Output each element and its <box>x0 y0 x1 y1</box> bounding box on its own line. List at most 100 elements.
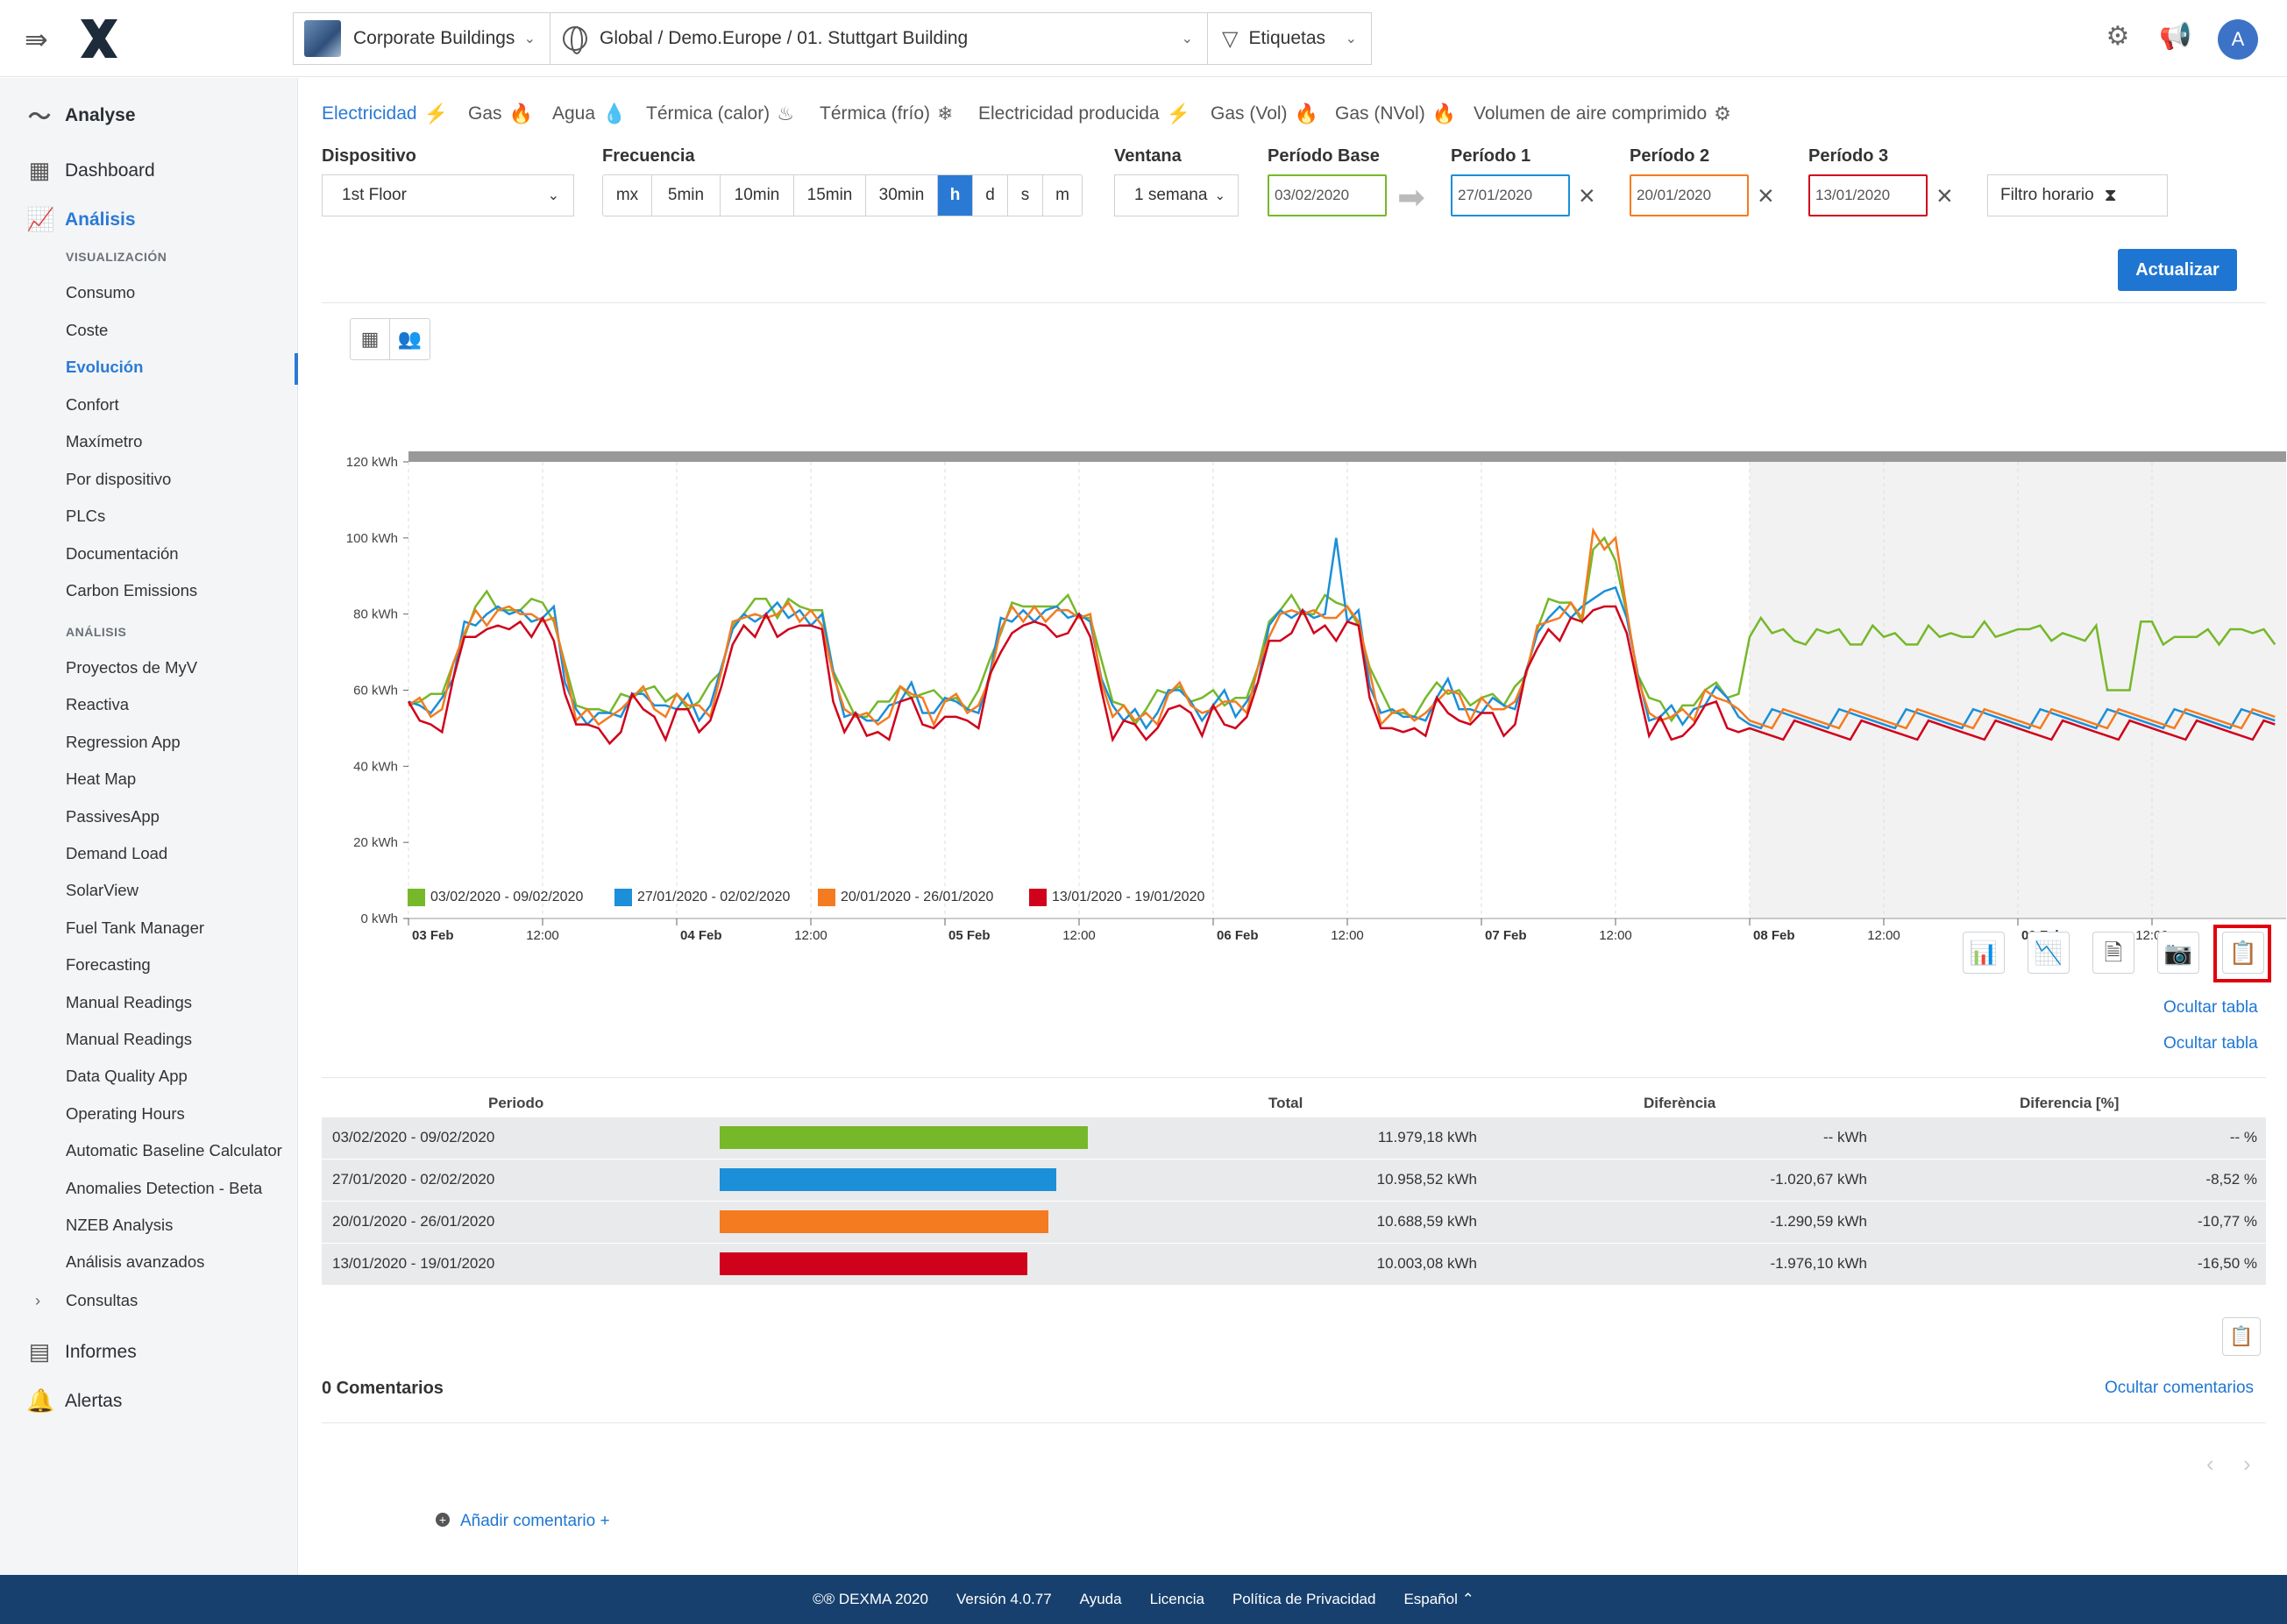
export-document-icon[interactable]: 🗎 <box>2092 932 2134 974</box>
sidebar-dashboard[interactable]: ▦ Dashboard <box>26 157 155 184</box>
sidebar-item[interactable]: Anomalies Detection - Beta <box>66 1178 263 1197</box>
window-select[interactable]: 1 semana ⌄ <box>1114 174 1239 216</box>
sidebar-item[interactable]: Heat Map <box>66 769 137 789</box>
license-link[interactable]: Licencia <box>1149 1591 1204 1607</box>
diff-cell: -1.020,67 kWh <box>1770 1171 1867 1188</box>
energy-tab[interactable]: Electricidad ⚡ <box>322 103 448 125</box>
grid-view-icon[interactable]: ▦ <box>351 319 391 359</box>
energy-tab[interactable]: Agua 💧 <box>552 103 626 125</box>
sidebar-consultas[interactable]: Consultas <box>66 1291 138 1309</box>
help-link[interactable]: Ayuda <box>1079 1591 1122 1607</box>
energy-tab[interactable]: Térmica (frío) ❄ <box>820 103 953 125</box>
hide-table-link-2[interactable]: Ocultar tabla <box>2163 1034 2258 1053</box>
sidebar-item[interactable]: Forecasting <box>66 955 151 975</box>
freq-option[interactable]: 30min <box>866 175 938 216</box>
sidebar-item[interactable]: Proyectos de MyV <box>66 658 198 677</box>
energy-tab[interactable]: Electricidad producida ⚡ <box>978 103 1190 125</box>
device-value: 1st Floor <box>342 186 407 204</box>
camera-icon[interactable]: 📷 <box>2157 932 2199 974</box>
sidebar-item[interactable]: Regression App <box>66 732 181 751</box>
line-chart-icon[interactable]: 📉 <box>2028 932 2070 974</box>
location-selector[interactable]: Global / Demo.Europe / 01. Stuttgart Bui… <box>550 12 1208 65</box>
energy-tab[interactable]: Gas (NVol) 🔥 <box>1335 103 1456 125</box>
analyse-icon: 〜 <box>27 103 51 130</box>
legend-item[interactable]: 13/01/2020 - 19/01/2020 <box>1029 889 1204 906</box>
sidebar-item[interactable]: Manual Readings <box>66 1030 192 1048</box>
clear-period3-icon[interactable]: × <box>1936 180 1953 211</box>
legend-swatch <box>408 889 425 906</box>
sidebar-item[interactable]: Demand Load <box>66 844 168 862</box>
freq-option[interactable]: 5min <box>652 175 721 216</box>
section-visualizacion: VISUALIZACIÓN <box>66 250 167 264</box>
sidebar-alertas[interactable]: 🔔 Alertas <box>26 1387 122 1415</box>
sidebar-item[interactable]: Carbon Emissions <box>66 581 198 599</box>
sidebar-item[interactable]: Confort <box>66 394 119 414</box>
sidebar-item[interactable]: Data Quality App <box>66 1067 188 1086</box>
privacy-link[interactable]: Política de Privacidad <box>1232 1591 1376 1607</box>
sidebar-item[interactable]: Coste <box>66 320 109 339</box>
base-period-input[interactable]: 03/02/2020 <box>1268 174 1387 216</box>
menu-toggle-icon[interactable]: ⇛ <box>25 24 48 55</box>
sidebar-item[interactable]: Documentación <box>66 543 179 563</box>
sidebar-item[interactable]: Análisis avanzados <box>66 1252 205 1272</box>
hour-filter-button[interactable]: Filtro horario ⧗ <box>1987 174 2168 216</box>
dashboard-icon: ▦ <box>28 157 51 183</box>
prev-page-icon[interactable]: ‹ <box>2206 1450 2214 1477</box>
freq-option[interactable]: h <box>938 175 973 216</box>
hide-comments-link[interactable]: Ocultar comentarios <box>2105 1379 2255 1397</box>
device-select[interactable]: 1st Floor ⌄ <box>322 174 574 216</box>
sidebar-informes[interactable]: ▤ Informes <box>26 1338 137 1365</box>
freq-option[interactable]: 10min <box>721 175 794 216</box>
hide-table-link[interactable]: Ocultar tabla <box>2163 998 2258 1017</box>
sidebar-item[interactable]: PassivesApp <box>66 806 160 826</box>
sidebar-item[interactable]: Automatic Baseline Calculator <box>66 1141 282 1160</box>
chevron-right-icon[interactable]: › <box>35 1291 41 1309</box>
client-selector[interactable]: Corporate Buildings ⌄ <box>293 12 550 65</box>
legend-item[interactable]: 20/01/2020 - 26/01/2020 <box>818 889 993 906</box>
freq-option[interactable]: m <box>1055 186 1069 204</box>
period2-input[interactable]: 20/01/2020 <box>1630 174 1749 216</box>
sidebar-item[interactable]: Por dispositivo <box>66 469 172 488</box>
freq-option[interactable]: 15min <box>794 175 866 216</box>
sidebar-item[interactable]: NZEB Analysis <box>66 1216 174 1234</box>
sidebar-item[interactable]: PLCs <box>66 507 106 525</box>
energy-tab[interactable]: Gas (Vol) 🔥 <box>1211 103 1318 125</box>
clear-period2-icon[interactable]: × <box>1758 180 1774 211</box>
sidebar-item[interactable]: Consumo <box>66 283 136 301</box>
language-selector[interactable]: Español ⌃ <box>1403 1591 1474 1608</box>
chevron-down-icon: ⌄ <box>523 32 536 46</box>
energy-tab[interactable]: Gas 🔥 <box>468 103 533 125</box>
sidebar-item[interactable]: Reactiva <box>66 695 129 714</box>
clipboard-add-icon[interactable]: 📋 <box>2222 932 2264 974</box>
energy-tab[interactable]: Volumen de aire comprimido ⚙ <box>1474 103 1731 125</box>
clear-period1-icon[interactable]: × <box>1579 180 1595 211</box>
sidebar-item[interactable]: Operating Hours <box>66 1103 185 1123</box>
freq-option[interactable]: mx <box>603 175 652 216</box>
period1-input[interactable]: 27/01/2020 <box>1451 174 1570 216</box>
legend-item[interactable]: 03/02/2020 - 09/02/2020 <box>408 889 583 906</box>
settings-gear-icon[interactable]: ⚙ <box>2106 22 2130 51</box>
legend-item[interactable]: 27/01/2020 - 02/02/2020 <box>614 889 790 906</box>
sidebar-analyse[interactable]: 〜 Analyse <box>26 99 136 131</box>
tags-selector[interactable]: ▽ Etiquetas ⌄ <box>1207 12 1372 65</box>
megaphone-icon[interactable]: 📢 <box>2159 22 2192 51</box>
user-avatar[interactable]: A <box>2218 19 2258 60</box>
update-button[interactable]: Actualizar <box>2118 249 2237 291</box>
period3-input[interactable]: 13/01/2020 <box>1808 174 1928 216</box>
sidebar-item[interactable]: Maxímetro <box>66 432 143 450</box>
sidebar-item[interactable]: SolarView <box>66 881 138 900</box>
sidebar-item[interactable]: Fuel Tank Manager <box>66 918 205 937</box>
add-comment-link[interactable]: Añadir comentario + <box>460 1512 610 1530</box>
sidebar-item[interactable]: Evolución <box>66 358 144 376</box>
clipboard-add-icon[interactable]: 📋 <box>2222 1317 2261 1356</box>
bar-chart-icon[interactable]: 📊 <box>1963 932 2005 974</box>
users-view-icon[interactable]: 👥 <box>397 328 423 350</box>
sidebar-item[interactable]: Manual Readings <box>66 992 192 1011</box>
freq-option[interactable]: s <box>1008 175 1043 216</box>
freq-option[interactable]: d <box>973 175 1008 216</box>
energy-tab[interactable]: Térmica (calor) ♨ <box>646 103 794 125</box>
next-page-icon[interactable]: › <box>2243 1450 2251 1477</box>
sidebar-analisis[interactable]: 📈 Análisis <box>26 206 136 233</box>
total-bar <box>720 1168 1057 1191</box>
top-bar: ⇛ Corporate Buildings ⌄ Global / Demo.Eu… <box>0 0 2287 77</box>
